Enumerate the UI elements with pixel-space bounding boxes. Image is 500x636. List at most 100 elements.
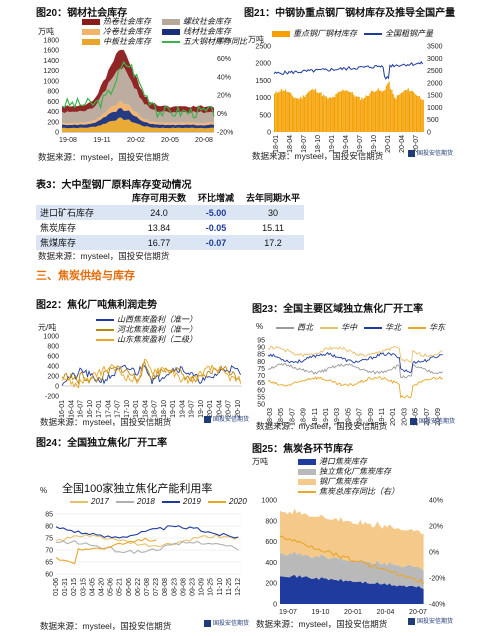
x-tick-label: 16-10 [87,400,94,418]
y-tick-label: 95 [257,338,265,345]
y-tick-label: 2000 [255,61,271,68]
x-tick-label: 09-08 [180,578,187,596]
legend-shandong: 山东焦炭盈利（二级） [96,334,197,345]
y-tick-label: 0 [55,384,59,391]
y-tick-label: 60 [257,387,265,394]
fig21-legend: 重点钢厂钢材库存 全国粗钢产量 [272,28,452,40]
x-tick-label: 10-09 [199,578,206,596]
bar [319,92,321,132]
fig20-legend: 热卷社会库存 螺纹社会库存 冷卷社会库存 线材社会库存 中板社会库存 五大钢材库… [82,16,247,56]
y-tick-label: 2500 [255,44,271,51]
legend-wire-rod: 线材社会库存 [162,26,231,37]
table3-header-row: 库存可用天数 环比增减 去年同期水平 [36,190,304,205]
stack-area [62,117,214,132]
bar [414,94,416,132]
legend-hebei: 河北焦炭盈利（准一） [96,324,197,335]
bar [372,90,374,132]
rate-line [267,351,443,374]
table3-source: 数据来源：mysteel，国投安信期货 [38,251,170,261]
bar [402,92,404,132]
x-tick-label: 17-01 [96,400,103,418]
table3-header: 去年同期水平 [246,193,301,203]
x-tick-label: 20-10 [235,400,242,418]
x-tick-label: 19-05 [345,408,352,426]
bar [411,90,413,132]
legend-north: 华北 [364,322,401,333]
y-tick-label: 800 [47,89,59,96]
y2-tick-label: 20% [217,93,231,100]
legend-2020: 2020 [208,497,247,506]
y-tick-label: 1200 [43,68,59,75]
bar [391,90,393,132]
y-tick-label: 600 [265,539,277,546]
bar [355,96,358,132]
table-cell: 13.84 [147,222,171,233]
legend-2019: 2019 [162,497,201,506]
table-cell: 17.2 [264,237,282,248]
y-tick-label: 1600 [43,48,59,55]
bar [396,95,398,132]
x-tick-label: 19-07 [279,609,297,616]
profit-line [61,358,241,389]
fig20-title: 图20：钢材社会库存 [36,8,128,19]
x-tick-label: 08-23 [171,578,178,596]
x-tick-label: 20-01 [390,408,397,426]
table3-header: 环比增减 [198,193,235,203]
table3: 库存可用天数 环比增减 去年同期水平 进口矿石库存 24.0 -5.00 30 … [36,190,305,250]
fig24-legend: 2017 2018 2019 2020 [70,497,250,509]
bar [275,91,277,132]
fig25-unit: 万吨 [252,457,268,466]
x-tick-label: 01-06 [53,578,60,596]
bar [317,92,319,132]
bar [290,93,292,132]
fig20-panel: 图20：钢材社会库存 万吨 1800 1600 1400 1200 1000 800 600… [36,4,248,162]
fig21-title: 图21：中钢协重点钢厂钢材库存及推导全国产量 [244,8,456,19]
legend-shanxi: 山西焦炭盈利（准一） [96,314,197,325]
x-tick-label: 19-03 [334,408,341,426]
bar [291,95,293,132]
x-tick-label: 05-21 [117,578,124,596]
table-cell: 进口矿石库存 [40,208,95,218]
bar [358,96,360,132]
x-tick-label: 19-09 [368,408,375,426]
bar [369,93,371,132]
y2-tick-label: 60% [217,56,231,63]
table-cell: -0.05 [205,222,227,233]
y-tick-label: 800 [265,518,277,525]
bar [309,90,311,132]
profit-line [61,360,241,386]
utilization-line [55,540,239,554]
bar [298,99,300,132]
x-tick-label: 18-04 [287,135,294,153]
y-tick-label: 200 [265,581,277,588]
x-tick-label: 08-08 [162,578,169,596]
legend-cold-coil: 冷卷社会库存 [82,26,151,37]
bar [421,99,423,132]
bar [282,90,284,132]
y2-tick-label: 1500 [427,93,443,100]
y-tick-label: 50 [257,402,265,409]
x-tick-label: 19-10 [371,135,378,153]
x-tick-label: 06-06 [126,578,133,596]
x-tick-label: 20-04 [216,400,223,418]
fig21-source: 数据来源：mysteel，国投安信期货 [252,151,384,161]
bar [340,91,343,132]
bar [335,94,337,132]
x-tick-label: 20-04 [377,609,395,616]
legend-mill-coke-stock: 钢厂焦炭库存 [298,476,367,487]
y-tick-label: 600 [47,99,59,106]
x-tick-label: 18-07 [289,408,296,426]
bar [338,92,340,132]
x-tick-label: 20-05 [413,408,420,426]
bar [287,92,289,132]
x-tick-label: 04-05 [89,578,96,596]
y2-tick-label: 3500 [427,44,443,51]
bar [325,96,328,132]
bar [373,92,375,132]
y2-tick-label: 40% [429,498,443,505]
y-tick-label: 500 [259,112,271,119]
x-tick-label: 17-04 [105,400,112,418]
fig25-chart: 1000 800 600 400 200 0 40% 20% 0% -20% -40% 19-07 19… [261,498,445,617]
x-tick-label: 20-01 [385,135,392,153]
bar [351,92,353,132]
